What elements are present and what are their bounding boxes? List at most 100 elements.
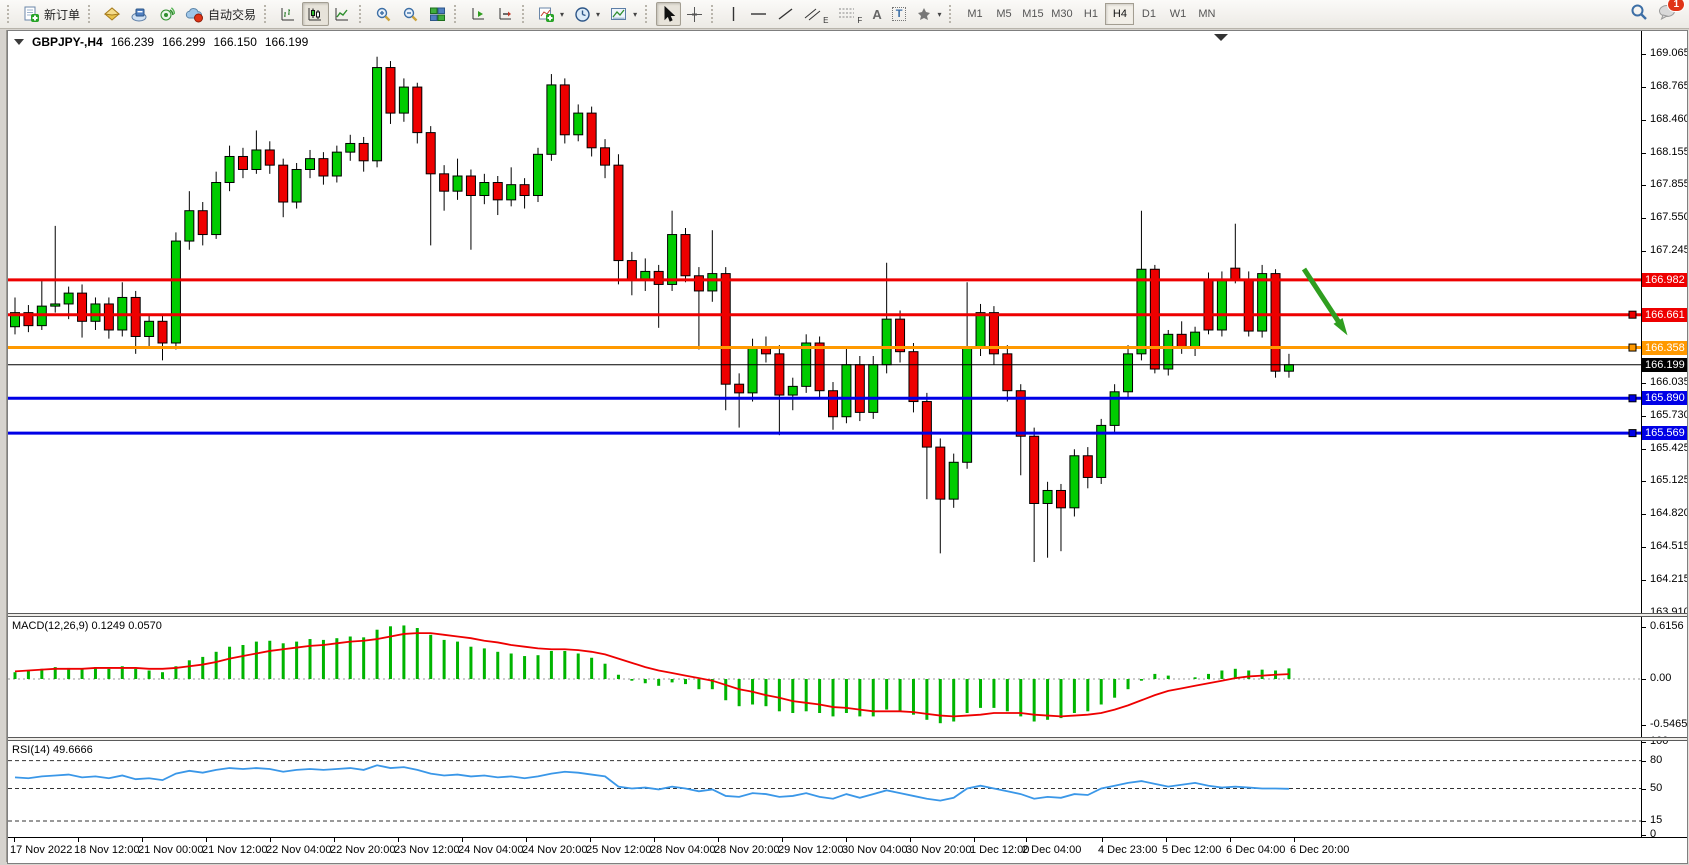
left-panel-divider[interactable] [0, 30, 7, 862]
toolbar-gripper[interactable] [454, 5, 460, 23]
price-tick-mark [1642, 547, 1646, 549]
hline-handle[interactable] [1628, 310, 1637, 319]
price-tick-mark [1642, 185, 1646, 187]
price-pane[interactable] [8, 31, 1641, 613]
macd-pane[interactable] [8, 617, 1641, 737]
candle-body [935, 446, 946, 500]
tile-windows-icon [429, 6, 446, 23]
hline-price-badge: 166.982 [1642, 272, 1687, 287]
autotrading-button[interactable]: 自动交易 [180, 2, 261, 26]
pane-separator[interactable] [8, 613, 1687, 617]
hline-handle[interactable] [1628, 429, 1637, 438]
zoom-out-button[interactable] [397, 2, 424, 26]
candle-body [398, 86, 409, 114]
periods-button[interactable]: ▾ [569, 2, 605, 26]
templates-button[interactable]: ▾ [605, 2, 642, 26]
fibonacci-tool-button[interactable]: F [833, 2, 867, 26]
strategy-tester-icon [158, 6, 176, 23]
time-tick-mark [718, 838, 719, 842]
pane-separator[interactable] [8, 737, 1687, 741]
chevron-down-icon: ▾ [560, 9, 565, 19]
market-watch-button[interactable] [99, 2, 126, 26]
toolbar-gripper[interactable] [359, 5, 365, 23]
timeframe-m30[interactable]: M30 [1051, 8, 1073, 20]
time-axis-label: 17 Nov 2022 [10, 844, 73, 856]
timeframe-mn[interactable]: MN [1198, 8, 1216, 20]
price-tick-mark [1642, 119, 1646, 121]
bar-chart-mode-button[interactable] [275, 2, 302, 26]
horizontal-line-tool-button[interactable] [745, 2, 772, 26]
current-price-badge: 166.199 [1642, 357, 1687, 372]
candlestick-icon [307, 6, 324, 23]
hline-handle[interactable] [1628, 343, 1637, 352]
zoom-in-button[interactable] [370, 2, 397, 26]
chart-window[interactable]: GBPJPY-,H4 166.239 166.299 166.150 166.1… [7, 30, 1688, 864]
timeframe-d1[interactable]: D1 [1141, 8, 1156, 20]
toolbar-gripper[interactable] [949, 5, 955, 23]
candle-body [1109, 391, 1120, 426]
new-order-label: 新订单 [44, 7, 81, 22]
cursor-tool-button[interactable] [656, 2, 682, 26]
candle-body [197, 210, 208, 236]
vertical-line-tool-button[interactable] [722, 2, 745, 26]
timeframe-m15[interactable]: M15 [1022, 8, 1044, 20]
channel-tool-button[interactable]: E [799, 2, 833, 26]
crosshair-tool-button[interactable] [681, 2, 708, 26]
chevron-down-icon: ▾ [633, 9, 638, 19]
text-tool-button[interactable]: A [867, 2, 886, 26]
candle-body [881, 318, 892, 366]
strategy-tester-button[interactable] [153, 2, 180, 26]
rsi-axis-label: 0 [1650, 828, 1657, 840]
arrows-tool-button[interactable]: ▾ [911, 2, 946, 26]
crosshair-icon [686, 6, 703, 23]
chat-button[interactable]: 1 [1658, 0, 1685, 25]
toolbar-gripper[interactable] [522, 5, 528, 23]
one-click-trading-toggle-icon[interactable] [14, 39, 24, 45]
price-tick-label: 167.550 [1650, 211, 1688, 224]
candle-body [291, 168, 302, 203]
timeframe-m5[interactable]: M5 [996, 8, 1012, 20]
toolbar-gripper[interactable] [264, 5, 270, 23]
candle-body [559, 84, 570, 136]
search-icon[interactable] [1630, 3, 1648, 26]
time-axis-label: 23 Nov 12:00 [394, 844, 460, 856]
timeframe-h1[interactable]: H1 [1083, 8, 1098, 20]
line-chart-mode-button[interactable] [329, 2, 356, 26]
auto-scroll-icon [470, 6, 487, 23]
time-axis-label: 24 Nov 04:00 [458, 844, 524, 856]
hline-handle[interactable] [1628, 394, 1637, 403]
price-axis[interactable]: 169.065 168.765 168.460 168.155 167.855 167.5… [1641, 31, 1688, 840]
trendline-tool-button[interactable] [772, 2, 799, 26]
toolbar-gripper[interactable] [711, 5, 717, 23]
toolbar-gripper[interactable] [7, 5, 13, 23]
toolbar-gripper[interactable] [88, 5, 94, 23]
chart-shift-marker-icon[interactable] [1214, 34, 1228, 41]
timeframe-h4[interactable]: H4 [1105, 3, 1135, 25]
macd-axis-label: 0.6156 [1650, 619, 1684, 632]
price-tick-label: 168.765 [1650, 79, 1688, 92]
text-tool-glyph: A [872, 6, 882, 22]
data-window-button[interactable] [126, 2, 153, 26]
equidistant-channel-icon [804, 6, 822, 22]
timeframe-m1[interactable]: M1 [967, 8, 983, 20]
time-axis[interactable]: 17 Nov 2022 18 Nov 12:00 21 Nov 00:00 21 No… [8, 837, 1687, 863]
chart-shift-button[interactable] [492, 2, 519, 26]
time-tick-mark [654, 838, 655, 842]
trend-arrow[interactable] [1301, 267, 1345, 329]
candlestick-mode-button[interactable] [302, 2, 330, 26]
right-panel-divider [1687, 30, 1689, 862]
time-tick-mark [462, 838, 463, 842]
toolbar-gripper[interactable] [645, 5, 651, 23]
chart-shift-icon [497, 6, 514, 23]
new-order-button[interactable]: 新订单 [18, 2, 85, 26]
timeframe-w1[interactable]: W1 [1169, 8, 1187, 20]
price-tick-label: 167.855 [1650, 178, 1688, 191]
indicators-button[interactable]: ▾ [533, 2, 569, 26]
price-tick-label: 165.125 [1650, 474, 1688, 487]
auto-scroll-button[interactable] [465, 2, 492, 26]
rsi-pane[interactable] [8, 741, 1641, 837]
label-tool-button[interactable]: T [887, 2, 912, 26]
candle-body [680, 234, 691, 277]
tile-windows-button[interactable] [424, 2, 451, 26]
candle-body [747, 346, 758, 394]
